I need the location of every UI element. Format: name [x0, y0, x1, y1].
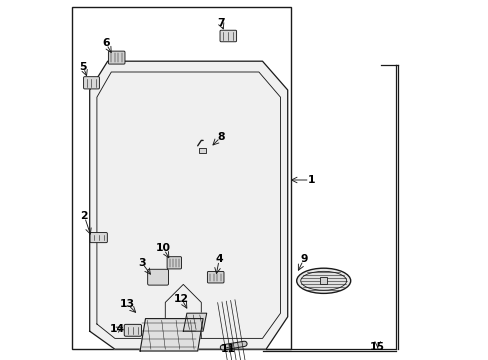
Polygon shape — [89, 61, 287, 349]
Text: 6: 6 — [102, 38, 109, 48]
Text: 1: 1 — [307, 175, 314, 185]
FancyBboxPatch shape — [90, 233, 107, 243]
Polygon shape — [140, 319, 203, 351]
Text: 7: 7 — [217, 18, 224, 28]
FancyBboxPatch shape — [147, 269, 168, 285]
FancyBboxPatch shape — [83, 77, 99, 89]
FancyBboxPatch shape — [167, 257, 181, 269]
Text: 12: 12 — [174, 294, 189, 304]
Text: 8: 8 — [217, 132, 224, 142]
Text: 5: 5 — [80, 62, 87, 72]
FancyBboxPatch shape — [108, 51, 125, 64]
Text: 15: 15 — [369, 342, 385, 352]
Text: 9: 9 — [300, 254, 307, 264]
Polygon shape — [183, 313, 206, 331]
Text: 3: 3 — [138, 258, 145, 268]
Bar — [320, 277, 326, 284]
Ellipse shape — [300, 271, 346, 290]
Text: 2: 2 — [81, 211, 88, 221]
Ellipse shape — [296, 268, 350, 293]
Text: 14: 14 — [110, 324, 125, 334]
Text: 10: 10 — [156, 243, 171, 253]
Text: 4: 4 — [215, 254, 223, 264]
Bar — [199, 148, 205, 153]
Text: 13: 13 — [120, 299, 135, 309]
Text: 11: 11 — [221, 344, 235, 354]
FancyBboxPatch shape — [220, 30, 236, 42]
FancyBboxPatch shape — [207, 271, 224, 283]
Bar — [72, 7, 291, 349]
FancyBboxPatch shape — [124, 324, 141, 336]
